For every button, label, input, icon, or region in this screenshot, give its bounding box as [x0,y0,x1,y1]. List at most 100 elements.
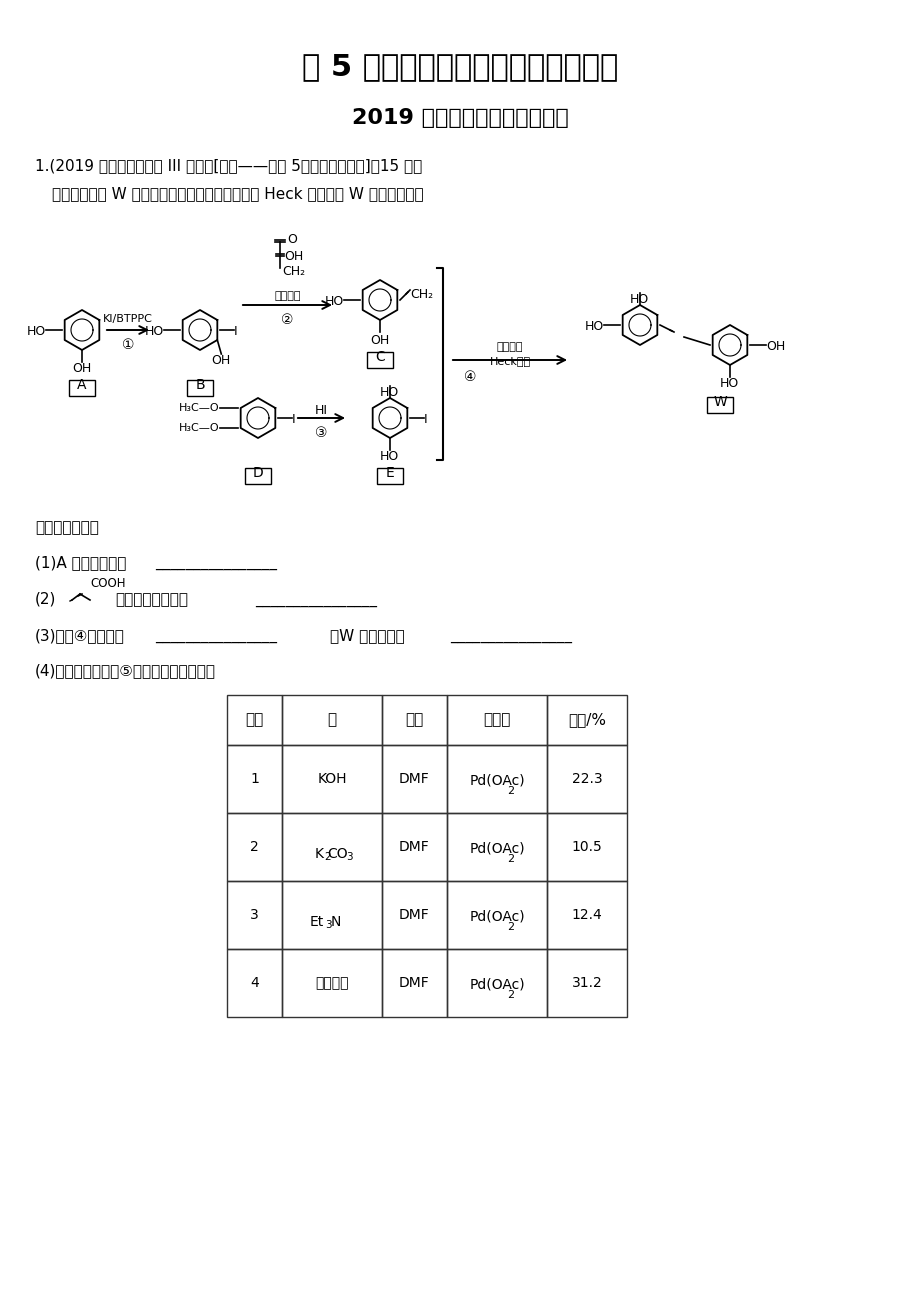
Text: O: O [287,233,297,246]
Text: Pd(OAc): Pd(OAc) [469,910,524,924]
Text: HO: HO [584,320,604,333]
Text: Pd(OAc): Pd(OAc) [469,978,524,992]
Text: 2: 2 [324,852,331,862]
Bar [69,380,95,396]
Bar [381,695,447,745]
Text: I: I [424,413,427,426]
Text: 10.5: 10.5 [571,840,602,854]
Text: (2): (2) [35,592,56,607]
Text: 溶剂: 溶剂 [405,712,423,728]
Text: 回答下列问题：: 回答下列问题： [35,519,98,535]
Text: KI/BTPPC: KI/BTPPC [103,314,153,324]
Text: HO: HO [380,385,399,398]
Text: ________________: ________________ [255,592,377,607]
Text: OH: OH [284,250,303,263]
Text: 4: 4 [250,976,258,990]
Text: 钯催化剂: 钯催化剂 [274,292,301,301]
Bar [227,745,282,812]
Text: 22.3: 22.3 [571,772,602,786]
Text: ________________: ________________ [154,628,277,643]
Text: OH: OH [766,340,785,353]
Text: 氧化白藜芦醇 W 具有抗病毒等作用。下面是利用 Heck 反应合成 W 的一种方法：: 氧化白藜芦醇 W 具有抗病毒等作用。下面是利用 Heck 反应合成 W 的一种方… [52,186,423,201]
Text: OH: OH [72,362,91,375]
Text: H₃C—O: H₃C—O [179,423,220,434]
Text: Pd(OAc): Pd(OAc) [469,773,524,788]
Text: I: I [233,326,237,339]
Bar [227,812,282,881]
Text: ________________: ________________ [449,628,572,643]
Bar [282,745,381,812]
Text: CH₂: CH₂ [282,266,305,279]
Text: Heck反应: Heck反应 [489,355,530,366]
Text: HI: HI [314,404,328,417]
Text: A: A [77,378,86,392]
Text: 3: 3 [250,907,258,922]
Bar [227,949,282,1017]
Text: I: I [291,413,295,426]
Text: OH: OH [369,335,389,348]
Text: DMF: DMF [399,772,429,786]
Text: H₃C—O: H₃C—O [179,404,220,413]
Text: 2019 年高考化学有机真题汇编: 2019 年高考化学有机真题汇编 [351,108,568,128]
Text: 催化剂: 催化剂 [482,712,510,728]
Text: 硨: 硨 [327,712,336,728]
Bar [381,745,447,812]
Text: W: W [712,395,726,409]
Bar [547,881,627,949]
Text: 产率/%: 产率/% [567,712,606,728]
Text: D: D [253,466,263,480]
Bar [447,881,547,949]
Bar [547,695,627,745]
Text: 2: 2 [507,990,514,1000]
Text: ________________: ________________ [154,555,277,570]
Text: HO: HO [630,293,649,306]
Text: HO: HO [720,378,739,391]
Text: 2: 2 [507,922,514,932]
Bar [244,467,271,484]
Text: 六氪吵啊: 六氪吵啊 [315,976,348,990]
Text: ，W 的分子式为: ，W 的分子式为 [330,628,404,643]
Bar [381,812,447,881]
Text: ③: ③ [315,426,327,440]
Bar [447,695,547,745]
Text: ②: ② [281,312,293,327]
Bar [381,881,447,949]
Text: (4)不同条件对反应⑤产率的影响见下表：: (4)不同条件对反应⑤产率的影响见下表： [35,663,216,678]
Text: 实验: 实验 [245,712,264,728]
Bar [282,695,381,745]
Bar [367,352,392,368]
Bar [282,812,381,881]
Text: HO: HO [380,450,399,464]
Bar [447,812,547,881]
Bar [282,949,381,1017]
Text: Et: Et [310,915,323,930]
Text: COOH: COOH [90,577,125,590]
Bar [377,467,403,484]
Text: HO: HO [27,326,46,339]
Text: HO: HO [324,296,344,309]
Bar [447,745,547,812]
Bar [547,745,627,812]
Text: 1: 1 [250,772,258,786]
Text: 3: 3 [324,921,331,930]
Text: HO: HO [144,326,164,339]
Text: 12.4: 12.4 [571,907,602,922]
Bar [227,881,282,949]
Text: 钯催化剂: 钯催化剂 [496,342,523,352]
Text: E: E [385,466,394,480]
Text: (1)A 的化学名称为: (1)A 的化学名称为 [35,555,126,570]
Text: KOH: KOH [317,772,346,786]
Text: (3)反应④的类型为: (3)反应④的类型为 [35,628,125,643]
Text: Pd(OAc): Pd(OAc) [469,842,524,855]
Bar [381,949,447,1017]
Text: OH: OH [211,354,231,367]
Bar [547,812,627,881]
Text: B: B [195,378,205,392]
Text: 2: 2 [507,854,514,865]
Bar [187,380,213,396]
Bar [706,397,732,413]
Text: K: K [314,848,323,861]
Bar [227,695,282,745]
Bar [547,949,627,1017]
Text: 近 5 年有机化学高考真题汇编带答案: 近 5 年有机化学高考真题汇编带答案 [301,52,618,81]
